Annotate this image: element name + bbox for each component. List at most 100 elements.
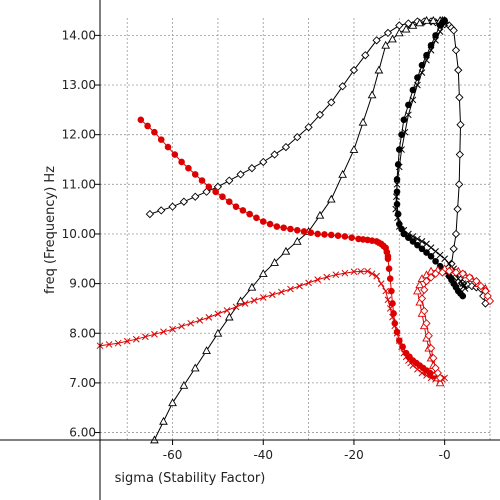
data-point-x	[414, 81, 421, 89]
data-point-x	[409, 233, 417, 240]
data-point-diamond	[424, 331, 433, 340]
y-tick-label: 8.00	[69, 326, 96, 340]
y-tick-label: 13.00	[62, 78, 96, 92]
data-point-x	[393, 193, 400, 201]
y-axis-title: freq (Frequency) Hz	[43, 166, 58, 294]
series-layer	[96, 15, 495, 444]
data-point-diamond	[429, 353, 438, 363]
data-point-x	[432, 36, 439, 44]
data-point-x	[395, 223, 403, 230]
data-point-x	[151, 330, 158, 338]
data-point-circle	[212, 188, 219, 196]
data-point-x	[323, 273, 331, 281]
data-point-circle	[164, 143, 172, 151]
data-point-diamond	[422, 276, 431, 286]
y-tick-label: 10.00	[62, 227, 96, 241]
data-point-x	[357, 268, 365, 275]
data-point-diamond	[395, 21, 404, 30]
data-point-diamond	[361, 51, 370, 60]
data-point-diamond	[293, 133, 302, 142]
data-point-triangle	[258, 269, 268, 278]
x-tick-label: -20	[344, 448, 364, 462]
data-point-diamond	[236, 170, 245, 179]
data-point-x	[232, 303, 240, 311]
data-point-circle	[386, 275, 394, 282]
data-point-diamond	[451, 46, 461, 55]
data-point-x	[423, 240, 430, 248]
data-point-diamond	[168, 202, 177, 211]
data-point-x	[377, 280, 385, 287]
data-point-diamond	[417, 294, 427, 303]
data-point-x	[432, 247, 439, 255]
data-point-diamond	[465, 273, 474, 282]
data-point-x	[287, 285, 294, 293]
data-point-diamond	[458, 269, 467, 278]
data-point-diamond	[438, 268, 447, 277]
data-point-diamond	[349, 65, 359, 75]
data-point-triangle	[326, 194, 336, 203]
y-tick-label: 9.00	[69, 277, 96, 291]
data-point-x	[400, 226, 408, 234]
data-point-x	[401, 128, 409, 136]
data-point-triangle	[428, 15, 438, 24]
data-point-x	[368, 270, 376, 278]
data-point-x	[395, 163, 403, 171]
data-point-circle	[334, 232, 342, 240]
data-point-diamond	[426, 344, 436, 353]
data-point-circle	[390, 310, 397, 317]
data-point-x	[296, 282, 303, 290]
data-point-circle	[393, 328, 401, 336]
data-point-triangle	[349, 145, 359, 153]
data-point-circle	[144, 122, 151, 130]
data-point-circle	[239, 207, 247, 214]
data-point-circle	[418, 245, 426, 253]
data-point-diamond	[145, 209, 155, 219]
data-point-diamond	[431, 363, 440, 373]
data-point-circle	[259, 218, 267, 225]
data-point-diamond	[451, 268, 461, 277]
data-point-x	[373, 272, 380, 280]
data-point-x	[405, 111, 412, 119]
data-point-circle	[399, 343, 407, 351]
data-point-diamond	[259, 157, 268, 167]
series-2	[393, 17, 467, 300]
data-point-triangle	[435, 378, 445, 387]
data-point-circle	[393, 200, 401, 208]
data-point-circle	[459, 292, 467, 300]
data-point-diamond	[431, 269, 440, 278]
data-point-x	[241, 300, 249, 307]
data-point-diamond	[420, 285, 429, 294]
data-point-circle	[280, 224, 287, 232]
data-point-circle	[300, 228, 308, 235]
data-point-circle	[246, 210, 253, 218]
data-point-diamond	[247, 164, 257, 173]
data-point-diamond	[449, 244, 458, 253]
data-point-circle	[427, 253, 435, 260]
data-point-diamond	[157, 206, 166, 215]
data-point-circle	[389, 300, 396, 307]
data-point-x	[169, 325, 176, 333]
data-point-circle	[391, 320, 399, 327]
data-point-x	[268, 291, 276, 299]
data-point-diamond	[453, 205, 462, 214]
data-point-diamond	[445, 267, 454, 276]
data-point-circle	[191, 171, 199, 178]
data-point-circle	[414, 241, 421, 249]
data-point-circle	[398, 131, 405, 138]
y-tick-label: 7.00	[69, 376, 96, 390]
data-point-diamond	[404, 19, 413, 28]
x-tick-label: -40	[253, 448, 273, 462]
data-point-diamond	[485, 296, 495, 306]
data-point-triangle	[190, 363, 200, 372]
series-4	[137, 116, 392, 260]
data-point-triangle	[388, 34, 397, 43]
data-point-x	[196, 316, 204, 324]
data-point-triangle	[394, 28, 404, 37]
data-point-diamond	[327, 98, 336, 107]
data-point-diamond	[372, 36, 381, 45]
data-point-triangle	[159, 416, 168, 425]
data-point-circle	[321, 231, 328, 238]
data-point-x	[223, 307, 231, 314]
data-point-circle	[307, 229, 315, 237]
